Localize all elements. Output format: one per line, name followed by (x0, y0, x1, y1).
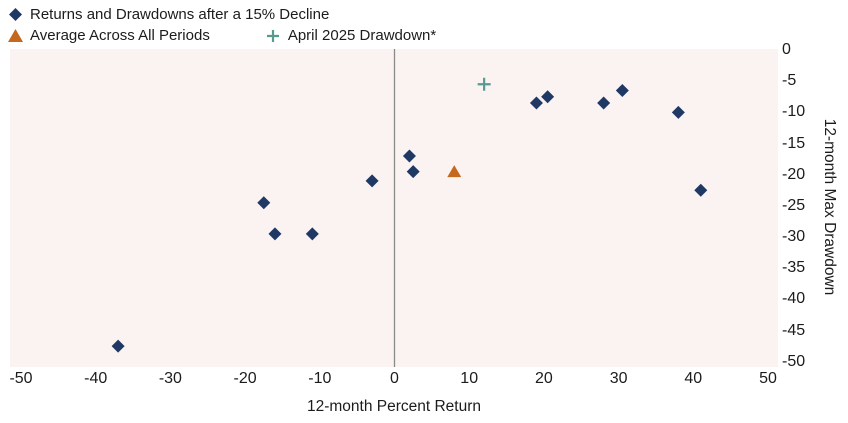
y-tick-label: 0 (782, 41, 791, 58)
legend-item-returns-drawdowns: Returns and Drawdowns after a 15% Declin… (8, 4, 329, 25)
y-tick-label: -30 (782, 228, 806, 246)
plus-icon (266, 28, 281, 43)
x-tick-label: 20 (534, 370, 553, 387)
y-tick-label: -45 (782, 321, 806, 339)
y-tick-label: -10 (782, 103, 806, 121)
y-tick-label: -50 (782, 352, 806, 370)
diamond-icon (8, 7, 23, 22)
y-tick-label: -5 (782, 72, 797, 90)
y-tick-label: -15 (782, 134, 806, 152)
chart-legend: Returns and Drawdowns after a 15% Declin… (8, 4, 436, 46)
y-axis-title: 12-month Max Drawdown (821, 118, 838, 296)
legend-row-2: Average Across All Periods April 2025 Dr… (8, 25, 436, 46)
x-tick-label: -20 (233, 370, 257, 387)
x-tick-label: 40 (684, 370, 703, 387)
legend-label-april-2025: April 2025 Drawdown* (287, 27, 437, 44)
x-tick-label: 30 (609, 370, 628, 387)
x-axis-title: 12-month Percent Return (306, 398, 482, 415)
plot-area (10, 49, 778, 367)
x-tick-label: -50 (9, 370, 33, 387)
x-tick-label: 10 (460, 370, 479, 387)
legend-label-average: Average Across All Periods (30, 27, 210, 44)
x-tick-label: -40 (84, 370, 108, 387)
y-tick-label: -40 (782, 290, 806, 308)
legend-item-average: Average Across All Periods (8, 25, 210, 46)
x-tick-label: 50 (759, 370, 777, 387)
x-tick-label: -30 (158, 370, 182, 387)
y-tick-label: -20 (782, 165, 806, 183)
triangle-icon (8, 28, 23, 43)
x-tick-label: -10 (308, 370, 332, 387)
legend-label-returns-drawdowns: Returns and Drawdowns after a 15% Declin… (30, 6, 330, 23)
y-tick-label: -35 (782, 259, 806, 277)
legend-row-1: Returns and Drawdowns after a 15% Declin… (8, 4, 436, 25)
y-tick-label: -25 (782, 196, 806, 214)
legend-item-april-2025: April 2025 Drawdown* (266, 25, 436, 46)
x-tick-label: 0 (390, 370, 399, 387)
